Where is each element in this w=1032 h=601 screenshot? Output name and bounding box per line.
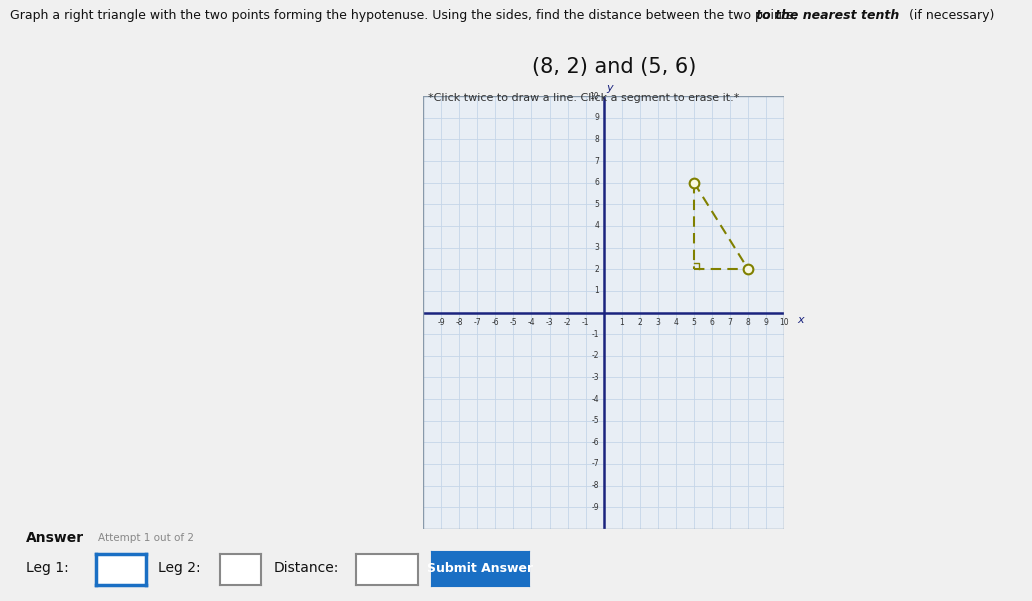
Text: y: y	[607, 83, 613, 93]
Text: -4: -4	[591, 395, 600, 403]
Text: -2: -2	[591, 352, 600, 360]
Text: 7: 7	[594, 157, 600, 165]
Text: Submit Answer: Submit Answer	[427, 562, 534, 575]
Text: Answer: Answer	[26, 531, 84, 545]
Text: 8: 8	[594, 135, 600, 144]
Text: -4: -4	[527, 318, 536, 327]
Text: 5: 5	[594, 200, 600, 209]
Text: 4: 4	[594, 222, 600, 230]
Text: Leg 1:: Leg 1:	[26, 561, 68, 575]
Text: 1: 1	[619, 318, 624, 327]
Text: 3: 3	[594, 243, 600, 252]
Text: -7: -7	[474, 318, 481, 327]
Text: -2: -2	[563, 318, 572, 327]
Text: -6: -6	[591, 438, 600, 447]
Text: -5: -5	[510, 318, 517, 327]
Text: -5: -5	[591, 416, 600, 425]
Text: to the nearest tenth: to the nearest tenth	[756, 9, 900, 22]
Text: Distance:: Distance:	[273, 561, 338, 575]
Text: -8: -8	[455, 318, 463, 327]
Text: (8, 2) and (5, 6): (8, 2) and (5, 6)	[531, 57, 697, 77]
Text: -7: -7	[591, 460, 600, 468]
Text: -9: -9	[438, 318, 445, 327]
Text: -9: -9	[591, 503, 600, 511]
Text: -6: -6	[491, 318, 499, 327]
Text: 7: 7	[728, 318, 733, 327]
Text: x: x	[797, 315, 804, 325]
Text: -3: -3	[546, 318, 553, 327]
Text: *Click twice to draw a line. Click a segment to erase it.*: *Click twice to draw a line. Click a seg…	[428, 93, 740, 103]
Text: -1: -1	[591, 330, 600, 338]
Text: 2: 2	[638, 318, 642, 327]
Text: 4: 4	[674, 318, 678, 327]
Text: -1: -1	[582, 318, 589, 327]
Text: 9: 9	[594, 114, 600, 122]
Text: 3: 3	[655, 318, 660, 327]
Text: 6: 6	[710, 318, 714, 327]
Text: 2: 2	[594, 265, 600, 273]
Text: 8: 8	[746, 318, 750, 327]
Text: 10: 10	[589, 92, 600, 100]
Text: 9: 9	[764, 318, 769, 327]
Text: 5: 5	[691, 318, 697, 327]
Text: 1: 1	[594, 287, 600, 295]
Text: -8: -8	[591, 481, 600, 490]
Text: 10: 10	[779, 318, 789, 327]
Text: 6: 6	[594, 178, 600, 187]
Text: Leg 2:: Leg 2:	[158, 561, 200, 575]
Text: Attempt 1 out of 2: Attempt 1 out of 2	[98, 533, 194, 543]
Text: -3: -3	[591, 373, 600, 382]
Text: Graph a right triangle with the two points forming the hypotenuse. Using the sid: Graph a right triangle with the two poin…	[10, 9, 802, 22]
Text: (if necessary): (if necessary)	[905, 9, 995, 22]
